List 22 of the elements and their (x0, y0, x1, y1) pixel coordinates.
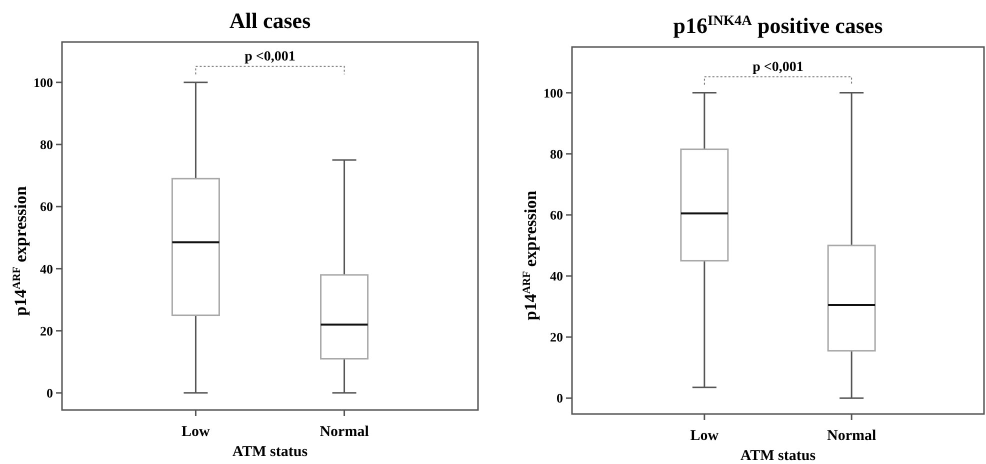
y-tick-label: 60 (40, 199, 53, 214)
y-tick-label: 80 (40, 137, 53, 152)
y-tick-label: 60 (550, 207, 563, 222)
y-tick-label: 20 (550, 330, 563, 345)
y-tick-label: 40 (550, 268, 563, 284)
x-tick-label: Low (690, 428, 719, 444)
x-tick-label: Normal (320, 424, 369, 440)
chart-title: All cases (229, 8, 312, 33)
y-tick-label: 0 (556, 390, 563, 406)
x-tick-label: Low (182, 424, 210, 440)
y-tick-label: 100 (34, 74, 53, 90)
annotation: p <0,001 (244, 49, 296, 64)
y-tick-label: 0 (46, 385, 53, 400)
annotation: p <0,001 (752, 60, 804, 75)
y-tick-label: 40 (40, 261, 53, 276)
y-tick-label: 80 (550, 146, 563, 162)
y-tick-label: 100 (544, 85, 563, 100)
x-axis-title: ATM status (740, 448, 816, 464)
x-axis-title: ATM status (232, 444, 308, 460)
chart-title: p16$^{INK4A}$ positive cases (673, 13, 884, 38)
y-tick-label: 20 (40, 323, 53, 338)
x-tick-label: Normal (826, 428, 876, 444)
